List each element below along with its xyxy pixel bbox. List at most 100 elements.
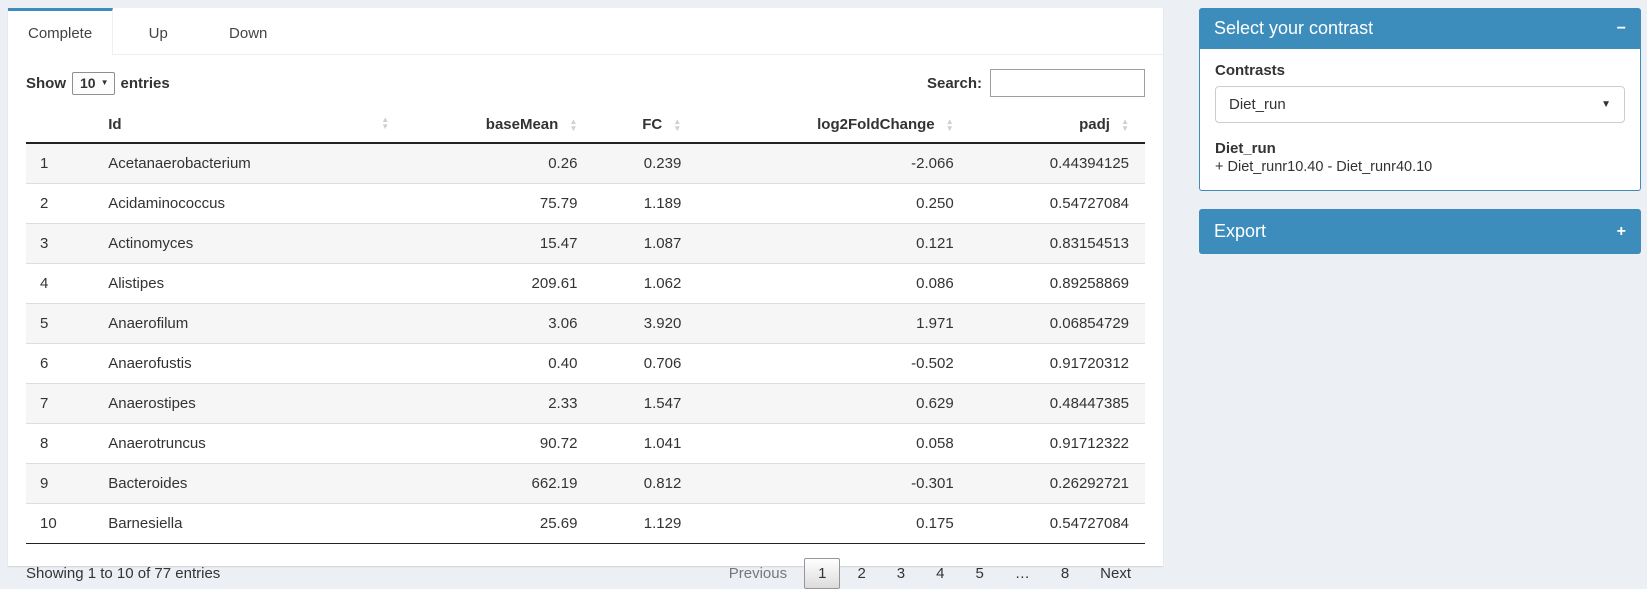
search-input[interactable] (990, 69, 1145, 97)
cell-id: Acidaminococcus (108, 195, 225, 212)
table-row[interactable]: 9 Bacteroides 662.19 0.812 -0.301 0.26292721 (26, 463, 1145, 504)
cell-fc: 1.129 (643, 515, 682, 532)
page-ellipsis: … (1014, 565, 1030, 582)
table-header-row: Id ▲ ▼ baseMean ▲ ▼ FC ▲ ▼ log2FoldChange ▲… (26, 107, 1145, 144)
cell-log2fc: 1.971 (916, 315, 954, 332)
contrast-select-value: Diet_run (1229, 96, 1286, 113)
header-id[interactable]: Id ▲ ▼ (100, 107, 398, 144)
table-row[interactable]: 10 Barnesiella 25.69 1.129 0.175 0.54727084 (26, 503, 1145, 544)
contrasts-label: Contrasts (1215, 62, 1286, 79)
table-row[interactable]: 7 Anaerostipes 2.33 1.547 0.629 0.48447385 (26, 383, 1145, 424)
contrast-box-header: Select your contrast − (1199, 8, 1641, 49)
search-label: Search: (926, 74, 982, 92)
contrast-formula: + Diet_runr10.40 - Diet_runr40.10 (1215, 159, 1433, 175)
table-row[interactable]: 1 Acetanaerobacterium 0.26 0.239 -2.066 0.443… (26, 143, 1145, 184)
cell-log2fc: 0.629 (916, 395, 954, 412)
caret-down-icon: ▼ (100, 78, 109, 87)
table-row[interactable]: 5 Anaerofilum 3.06 3.920 1.971 0.06854729 (26, 303, 1145, 344)
cell-padj: 0.89258869 (1049, 275, 1129, 292)
cell-log2fc: 0.121 (916, 235, 954, 252)
cell-padj: 0.48447385 (1049, 395, 1129, 412)
sort-icon[interactable]: ▲ ▼ (381, 115, 390, 131)
page-length-select[interactable]: 10 ▼ (72, 71, 115, 95)
contrast-select[interactable]: Diet_run ▼ (1215, 86, 1625, 123)
table-row[interactable]: 8 Anaerotruncus 90.72 1.041 0.058 0.91712322 (26, 423, 1145, 464)
caret-down-icon: ▼ (1601, 99, 1611, 110)
cell-baseMean: 90.72 (539, 435, 578, 452)
cell-n: 10 (40, 515, 57, 532)
cell-log2fc: -0.301 (911, 475, 954, 492)
table-info: Showing 1 to 10 of 77 entries (26, 565, 221, 582)
cell-id: Actinomyces (108, 235, 194, 252)
table-row[interactable]: 6 Anaerofustis 0.40 0.706 -0.502 0.91720312 (26, 343, 1145, 384)
contrast-box-body: Contrasts Diet_run ▼ Diet_run + Diet_run… (1199, 49, 1641, 191)
header-basemean[interactable]: baseMean ▲ ▼ (397, 107, 586, 144)
cell-fc: 0.706 (643, 355, 682, 372)
page-button-3[interactable]: 3 (896, 565, 906, 582)
page-length-value: 10 (80, 74, 96, 91)
cell-id: Bacteroides (108, 475, 188, 492)
sort-icon[interactable]: ▲ ▼ (569, 117, 578, 134)
cell-baseMean: 0.26 (548, 155, 578, 172)
cell-padj: 0.06854729 (1049, 315, 1129, 332)
results-card: Complete Up Down Show 10 ▼ entries Searc… (8, 8, 1163, 589)
cell-id: Anaerofilum (108, 315, 189, 332)
header-fc[interactable]: FC ▲ ▼ (585, 107, 690, 144)
cell-baseMean: 2.33 (548, 395, 578, 412)
pagination: Previous 1 2 3 4 5 … 8 Next (712, 558, 1145, 589)
page-button-4[interactable]: 4 (936, 565, 945, 582)
export-box-header[interactable]: Export + (1199, 209, 1641, 254)
table-row[interactable]: 3 Actinomyces 15.47 1.087 0.121 0.83154513 (26, 223, 1145, 264)
side-panel: Select your contrast − Contrasts Diet_ru… (1199, 8, 1641, 254)
tab-up[interactable]: Up (148, 25, 168, 42)
cell-fc: 1.062 (643, 275, 682, 292)
contrast-name: Diet_run (1215, 140, 1276, 157)
cell-padj: 0.54727084 (1049, 515, 1129, 532)
cell-log2fc: 0.058 (916, 435, 954, 452)
search-control: Search: (927, 69, 1145, 97)
entries-label: entries (120, 74, 170, 92)
page-button-next[interactable]: Next (1100, 565, 1131, 582)
cell-log2fc: -0.502 (911, 355, 954, 372)
cell-padj: 0.44394125 (1049, 155, 1129, 172)
table-row[interactable]: 4 Alistipes 209.61 1.062 0.086 0.89258869 (26, 263, 1145, 304)
cell-id: Alistipes (108, 275, 165, 292)
cell-n: 9 (40, 475, 49, 492)
table-body: 1 Acetanaerobacterium 0.26 0.239 -2.066 0.443… (26, 143, 1145, 544)
cell-fc: 0.239 (643, 155, 682, 172)
cell-baseMean: 0.40 (548, 355, 578, 372)
sort-icon[interactable]: ▲ ▼ (945, 117, 954, 134)
cell-padj: 0.91720312 (1049, 355, 1129, 372)
cell-id: Acetanaerobacterium (108, 155, 251, 172)
header-padj[interactable]: padj ▲ ▼ (961, 107, 1145, 144)
cell-fc: 3.920 (643, 315, 682, 332)
show-label: Show (26, 74, 66, 92)
sort-icon[interactable]: ▲ ▼ (1121, 117, 1129, 134)
page-button-1[interactable]: 1 (804, 558, 841, 589)
cell-id: Anaerostipes (108, 395, 196, 412)
header-rownum (26, 107, 101, 144)
cell-n: 1 (40, 155, 49, 172)
page-button-5[interactable]: 5 (975, 565, 984, 582)
page-button-previous[interactable]: Previous (728, 565, 788, 582)
page-button-8[interactable]: 8 (1060, 565, 1070, 582)
cell-padj: 0.54727084 (1049, 195, 1129, 212)
table-row[interactable]: 2 Acidaminococcus 75.79 1.189 0.250 0.5472708… (26, 183, 1145, 224)
cell-id: Anaerofustis (108, 355, 192, 372)
sort-icon[interactable]: ▲ ▼ (673, 117, 682, 134)
results-tabbar: Complete Up Down (8, 8, 1163, 55)
page-button-2[interactable]: 2 (857, 565, 866, 582)
header-log2foldchange[interactable]: log2FoldChange ▲ ▼ (689, 107, 962, 144)
expand-icon[interactable]: + (1616, 222, 1626, 240)
cell-n: 2 (40, 195, 49, 212)
contrast-box: Select your contrast − Contrasts Diet_ru… (1199, 8, 1641, 191)
cell-padj: 0.83154513 (1049, 235, 1129, 252)
cell-n: 6 (40, 355, 49, 372)
tab-down[interactable]: Down (229, 25, 268, 42)
cell-id: Anaerotruncus (108, 435, 206, 452)
cell-n: 5 (40, 315, 49, 332)
collapse-icon[interactable]: − (1616, 19, 1626, 37)
tab-complete[interactable]: Complete (8, 8, 114, 55)
cell-fc: 1.087 (643, 235, 682, 252)
cell-baseMean: 3.06 (548, 315, 578, 332)
